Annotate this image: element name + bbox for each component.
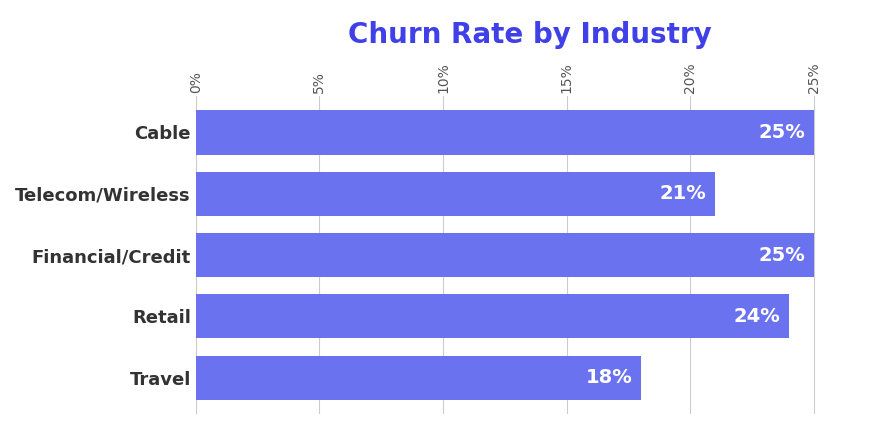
Text: 25%: 25% [758, 123, 805, 142]
Bar [196, 172, 715, 216]
Bar [196, 356, 641, 400]
Title: Churn Rate by Industry: Churn Rate by Industry [348, 21, 711, 49]
Bar [196, 233, 813, 277]
Bar [196, 110, 813, 154]
Bar [196, 294, 789, 338]
Text: 25%: 25% [758, 245, 805, 265]
Text: 21%: 21% [659, 184, 707, 203]
Text: 24%: 24% [733, 307, 781, 326]
Text: 18%: 18% [586, 368, 632, 387]
